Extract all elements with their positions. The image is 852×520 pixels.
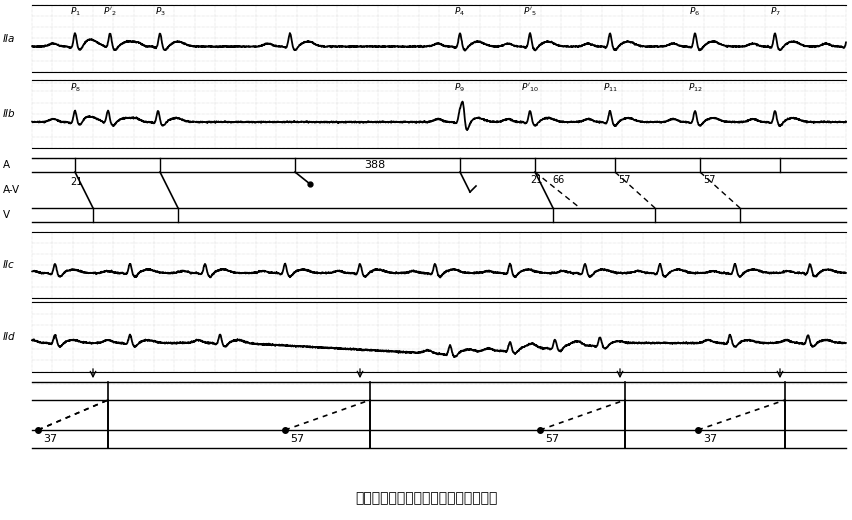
Text: 37: 37 <box>703 434 717 444</box>
Text: $P_4$: $P_4$ <box>454 6 465 19</box>
Text: $P'_5$: $P'_5$ <box>523 6 537 19</box>
Text: 21: 21 <box>70 177 83 187</box>
Text: V: V <box>3 210 10 220</box>
Text: A: A <box>3 160 10 170</box>
Text: A-V: A-V <box>3 185 20 195</box>
Text: 57: 57 <box>545 434 559 444</box>
Text: 57: 57 <box>618 175 630 185</box>
Text: 57: 57 <box>290 434 304 444</box>
Text: $P_6$: $P_6$ <box>689 6 700 19</box>
Text: IId: IId <box>3 332 15 342</box>
Text: IIb: IIb <box>3 109 15 119</box>
Text: 388: 388 <box>365 160 386 170</box>
Text: $P'_{10}$: $P'_{10}$ <box>521 81 539 94</box>
Text: $P_{11}$: $P_{11}$ <box>602 81 618 94</box>
Text: IIa: IIa <box>3 33 15 44</box>
Text: $P_8$: $P_8$ <box>70 81 80 94</box>
Text: $P_1$: $P_1$ <box>70 6 80 19</box>
Text: $P_9$: $P_9$ <box>454 81 465 94</box>
Text: $P'_2$: $P'_2$ <box>103 6 117 19</box>
Text: 21: 21 <box>530 175 543 185</box>
Text: 37: 37 <box>43 434 57 444</box>
Text: 双结病合并房室结内双向性三径路传导: 双结病合并房室结内双向性三径路传导 <box>354 491 498 505</box>
Text: 57: 57 <box>703 175 716 185</box>
Text: $P_3$: $P_3$ <box>154 6 165 19</box>
Text: $P_{12}$: $P_{12}$ <box>688 81 702 94</box>
Text: $P_7$: $P_7$ <box>769 6 780 19</box>
Text: 66: 66 <box>552 175 564 185</box>
Text: IIc: IIc <box>3 260 14 270</box>
